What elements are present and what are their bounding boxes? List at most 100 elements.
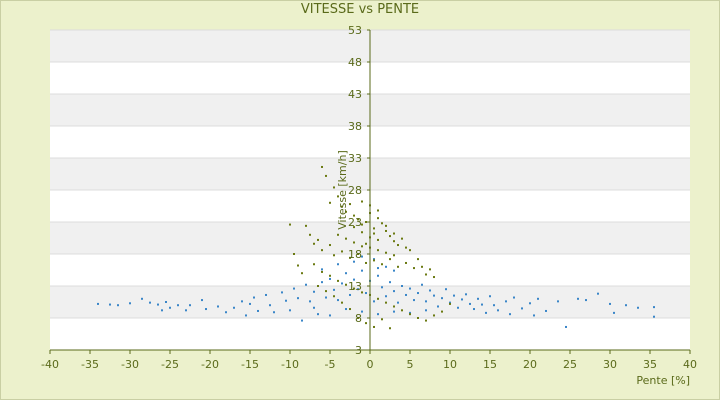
data-point-blue (537, 297, 539, 300)
data-point-blue (361, 255, 363, 258)
x-axis-title: Pente [%] (636, 374, 690, 387)
data-point-olive (365, 261, 367, 264)
x-tick-label: 35 (643, 358, 657, 371)
data-point-blue (381, 286, 383, 289)
data-point-olive (325, 290, 327, 293)
data-point-blue (401, 285, 403, 287)
data-point-olive (381, 263, 383, 266)
data-point-blue (169, 306, 171, 309)
y-tick-label: 28 (348, 184, 362, 197)
data-point-blue (533, 314, 535, 317)
data-point-blue (469, 302, 471, 305)
x-tick-label: -25 (161, 358, 179, 371)
data-point-olive (305, 224, 307, 227)
x-tick-label: 20 (523, 358, 537, 371)
data-point-olive (413, 267, 415, 270)
x-tick-label: -20 (201, 358, 219, 371)
data-point-olive (401, 309, 403, 312)
data-point-blue (557, 300, 559, 303)
data-point-olive (405, 261, 407, 264)
data-point-olive (381, 318, 383, 321)
data-point-blue (425, 309, 427, 312)
data-point-blue (457, 306, 459, 309)
x-tick-label: -35 (81, 358, 99, 371)
data-point-olive (313, 263, 315, 266)
data-point-olive (361, 231, 363, 234)
data-point-olive (357, 253, 359, 255)
data-point-olive (341, 250, 343, 253)
data-point-blue (313, 290, 315, 293)
data-point-olive (433, 276, 435, 279)
data-point-blue (329, 314, 331, 317)
data-point-olive (405, 246, 407, 249)
data-point-olive (409, 249, 411, 252)
data-point-blue (585, 299, 587, 302)
data-point-olive (333, 295, 335, 298)
data-point-olive (333, 186, 335, 189)
data-point-blue (609, 302, 611, 305)
data-point-blue (341, 282, 343, 285)
data-point-olive (421, 265, 423, 268)
data-point-olive (389, 327, 391, 330)
x-tick-label: -5 (325, 358, 336, 371)
data-point-olive (309, 233, 311, 236)
data-point-blue (345, 272, 347, 275)
data-point-blue (321, 281, 323, 284)
data-point-blue (429, 289, 431, 292)
data-point-blue (205, 308, 207, 311)
data-point-olive (293, 253, 295, 255)
data-point-olive (337, 195, 339, 198)
data-point-blue (129, 302, 131, 305)
data-point-olive (433, 314, 435, 317)
data-point-blue (597, 292, 599, 295)
data-point-olive (377, 249, 379, 252)
data-point-olive (353, 226, 355, 229)
data-point-olive (377, 209, 379, 212)
x-tick-label: -30 (121, 358, 139, 371)
data-point-olive (385, 301, 387, 304)
data-point-olive (297, 264, 299, 267)
data-point-blue (253, 296, 255, 299)
data-point-olive (321, 249, 323, 252)
data-point-blue (489, 295, 491, 298)
data-point-blue (465, 293, 467, 296)
data-point-blue (297, 297, 299, 300)
data-point-blue (353, 278, 355, 281)
data-point-olive (393, 305, 395, 308)
data-point-blue (337, 263, 339, 266)
data-point-olive (429, 268, 431, 271)
data-point-blue (281, 291, 283, 294)
data-point-blue (409, 311, 411, 314)
data-point-blue (385, 265, 387, 268)
data-point-blue (513, 296, 515, 299)
data-point-blue (333, 288, 335, 291)
data-point-blue (245, 314, 247, 317)
data-point-olive (365, 221, 367, 223)
y-tick-label: 53 (348, 24, 362, 37)
data-point-olive (341, 205, 343, 208)
data-point-olive (353, 241, 355, 244)
data-point-olive (377, 217, 379, 220)
data-point-blue (201, 299, 203, 302)
data-point-blue (385, 295, 387, 298)
y-tick-label: 43 (348, 88, 362, 101)
data-point-blue (377, 274, 379, 277)
data-point-blue (321, 268, 323, 271)
data-point-olive (337, 233, 339, 236)
data-point-blue (449, 301, 451, 304)
data-point-blue (653, 306, 655, 309)
data-point-blue (493, 304, 495, 307)
data-point-blue (329, 277, 331, 280)
y-tick-label: 13 (348, 280, 362, 293)
x-tick-label: 25 (563, 358, 577, 371)
data-point-blue (409, 287, 411, 290)
data-point-olive (361, 291, 363, 294)
y-tick-label: 18 (348, 248, 362, 261)
data-point-blue (441, 297, 443, 300)
data-point-olive (373, 232, 375, 235)
data-point-olive (365, 242, 367, 245)
data-point-blue (653, 315, 655, 318)
data-point-olive (345, 237, 347, 240)
data-point-blue (425, 300, 427, 303)
data-point-blue (325, 296, 327, 299)
